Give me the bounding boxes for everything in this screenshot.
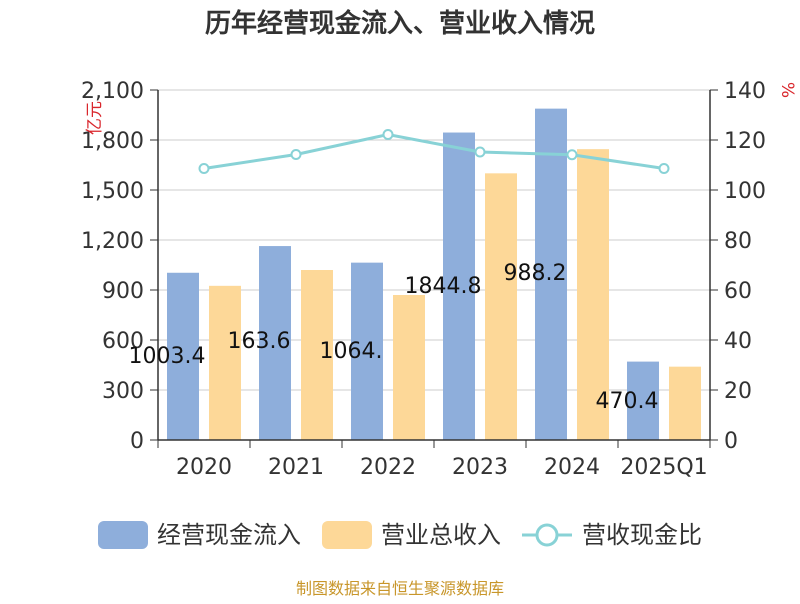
- x-tick-label: 2025Q1: [620, 455, 707, 480]
- x-tick-label: 2023: [452, 455, 508, 480]
- x-tick-label: 2022: [360, 455, 416, 480]
- left-tick-label: 900: [102, 279, 144, 304]
- right-tick-label: 40: [724, 329, 752, 354]
- right-tick-label: 140: [724, 79, 766, 104]
- source-note: 制图数据来自恒生聚源数据库: [296, 579, 504, 598]
- left-tick-label: 2,100: [81, 79, 144, 104]
- data-label-cash-inflow: 163.6: [228, 329, 291, 354]
- legend-label-ratio: 营收现金比: [582, 521, 702, 549]
- bar-cash-inflow: [351, 262, 383, 440]
- legend: 经营现金流入 营业总收入 营收现金比: [98, 521, 702, 549]
- axes: 0 300 600 900 1,200 1,500 1,800 2,100 0 20 40 60 80 1…: [81, 79, 766, 480]
- right-tick-label: 20: [724, 379, 752, 404]
- legend-label-cash-inflow: 经营现金流入: [157, 521, 301, 549]
- right-axis-unit: %: [777, 82, 797, 98]
- ratio-polyline: [203, 132, 665, 170]
- legend-swatch-revenue: [322, 521, 372, 549]
- bar-revenue: [485, 173, 517, 441]
- bars: [167, 108, 701, 441]
- left-tick-label: 300: [102, 379, 144, 404]
- ratio-point: [658, 163, 670, 174]
- bar-cash-inflow: [535, 108, 567, 440]
- right-tick-label: 60: [724, 279, 752, 304]
- data-labels: 1003.4 163.6 1064. 1844.8 988.2 470.4: [129, 261, 659, 414]
- data-label-cash-inflow: 988.2: [504, 261, 567, 286]
- chart-title: 历年经营现金流入、营业收入情况: [205, 8, 595, 39]
- ratio-point: [382, 129, 394, 140]
- x-tick-label: 2024: [544, 455, 600, 480]
- ratio-point: [474, 146, 486, 158]
- left-tick-label: 600: [102, 329, 144, 354]
- bar-cash-inflow: [259, 246, 291, 440]
- gridlines: [158, 89, 710, 391]
- bar-revenue: [393, 295, 425, 440]
- ratio-line: [198, 129, 670, 174]
- ratio-point: [290, 149, 302, 160]
- right-tick-label: 120: [724, 129, 766, 154]
- data-label-cash-inflow: 470.4: [596, 389, 659, 414]
- bar-revenue: [301, 270, 333, 440]
- data-label-cash-inflow: 1003.4: [129, 344, 206, 369]
- ratio-point: [198, 163, 210, 174]
- right-tick-label: 80: [724, 229, 752, 254]
- x-tick-label: 2021: [268, 455, 324, 480]
- data-label-cash-inflow: 1844.8: [405, 274, 482, 299]
- legend-marker-ratio: [535, 523, 559, 547]
- left-tick-label: 1,200: [81, 229, 144, 254]
- bar-revenue: [577, 149, 609, 440]
- right-tick-label: 0: [724, 429, 738, 454]
- right-tick-label: 100: [724, 179, 766, 204]
- x-tick-label: 2020: [176, 455, 232, 480]
- bar-revenue: [669, 366, 701, 440]
- bar-revenue: [209, 285, 241, 440]
- left-axis-unit: 亿元: [85, 101, 105, 135]
- legend-swatch-cash-inflow: [98, 521, 148, 549]
- data-label-cash-inflow: 1064.: [320, 339, 383, 364]
- bar-cash-inflow: [167, 272, 199, 440]
- left-tick-label: 1,800: [81, 129, 144, 154]
- left-tick-label: 1,500: [81, 179, 144, 204]
- legend-label-revenue: 营业总收入: [381, 521, 501, 549]
- bar-cash-inflow: [443, 132, 475, 441]
- ratio-point: [566, 149, 578, 161]
- bar-cash-inflow: [627, 361, 659, 440]
- left-tick-label: 0: [130, 429, 144, 454]
